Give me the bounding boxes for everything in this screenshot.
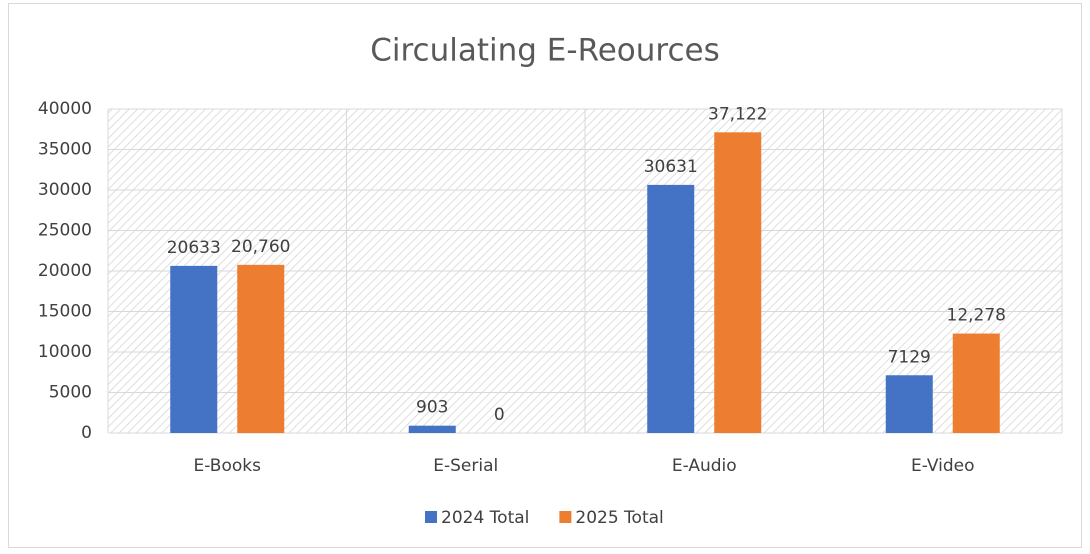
- data-label: 20633: [167, 238, 221, 258]
- bar: [170, 265, 218, 433]
- bar: [237, 264, 285, 433]
- y-tick-label: 30000: [38, 180, 92, 200]
- data-label: 30631: [644, 157, 698, 177]
- data-label: 903: [416, 398, 448, 418]
- legend-label: 2024 Total: [441, 508, 529, 528]
- x-tick-label: E-Audio: [672, 456, 737, 476]
- chart-title: Circulating E-Reources: [370, 33, 720, 69]
- bar: [885, 375, 933, 433]
- bar: [952, 333, 1000, 433]
- y-tick-label: 5000: [49, 383, 92, 403]
- y-tick-label: 25000: [38, 221, 92, 241]
- x-tick-label: E-Video: [911, 456, 975, 476]
- y-tick-label: 40000: [38, 99, 92, 119]
- y-tick-label: 35000: [38, 140, 92, 160]
- y-tick-label: 20000: [38, 261, 92, 281]
- legend-swatch: [559, 511, 572, 523]
- data-label: 7129: [888, 347, 931, 367]
- legend-label: 2025 Total: [575, 508, 663, 528]
- data-label: 0: [494, 405, 505, 425]
- y-tick-label: 0: [81, 423, 92, 443]
- x-tick-label: E-Serial: [433, 456, 498, 476]
- legend-swatch: [425, 511, 437, 523]
- bar: [408, 425, 456, 433]
- y-tick-label: 15000: [38, 302, 92, 322]
- x-tick-label: E-Books: [194, 456, 262, 476]
- data-label: 37,122: [708, 104, 767, 124]
- data-label: 12,278: [947, 306, 1006, 326]
- bar: [714, 132, 762, 433]
- y-tick-label: 10000: [38, 342, 92, 362]
- bar: [647, 184, 695, 433]
- data-label: 20,760: [231, 237, 290, 257]
